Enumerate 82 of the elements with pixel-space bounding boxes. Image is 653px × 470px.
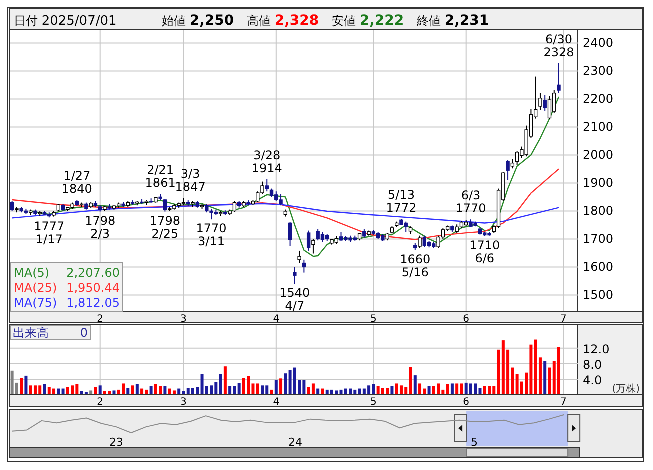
bar <box>20 378 24 395</box>
bar <box>284 374 288 395</box>
text: MA(5) 2,207.60 <box>14 266 120 280</box>
bar <box>126 388 130 395</box>
x-tick-label: 2 <box>97 314 104 325</box>
x-tick-label: 7 <box>560 314 567 325</box>
x-tick-label: 3 <box>180 397 187 408</box>
bar <box>548 368 552 395</box>
y-tick-label: 2200 <box>583 92 614 106</box>
bar <box>94 387 98 395</box>
bar <box>446 384 450 395</box>
x-tick-label: 4 <box>273 397 280 408</box>
y-tick-label: 2100 <box>583 120 614 134</box>
bar <box>164 386 167 395</box>
x-tick-label: 2 <box>97 397 104 408</box>
x-tick-label: 6 <box>463 314 470 325</box>
bar <box>224 366 227 395</box>
bar <box>418 384 422 395</box>
bar <box>219 374 222 395</box>
annotation: 2/21 1861 <box>145 163 176 190</box>
x-tick-label: 7 <box>560 397 567 408</box>
bar <box>414 376 417 395</box>
annotation: 5/13 1772 <box>386 188 417 216</box>
annotation: 0 <box>80 326 88 340</box>
y-tick-label: 4.0 <box>583 373 602 388</box>
x-tick-label: 5 <box>370 314 377 325</box>
text: 安値 2,222 <box>332 13 404 29</box>
annotation: 3/28 1914 <box>252 148 282 176</box>
x-tick-label: 4 <box>273 314 280 325</box>
annotation: 1660 5/16 <box>400 252 431 280</box>
bar <box>24 376 28 395</box>
chart-title: 出来高 <box>13 326 49 340</box>
bar <box>450 384 454 395</box>
y-tick-label: 2400 <box>583 36 614 50</box>
x-tick-label: 6 <box>463 397 470 408</box>
annotation: 1798 2/3 <box>85 214 116 241</box>
bar <box>131 386 134 395</box>
bar <box>280 378 283 395</box>
text: 始値 2,250 <box>162 13 234 29</box>
bar <box>274 380 278 395</box>
bar <box>150 386 153 395</box>
annotation: 6/30 2328 <box>544 32 574 60</box>
x-tick-label: 5 <box>471 436 478 449</box>
bar <box>456 384 459 395</box>
annotation: 1710 6/6 <box>470 238 500 266</box>
bar <box>312 384 315 395</box>
x-tick-label: 23 <box>109 436 124 449</box>
text: MA(75) 1,812.05 <box>14 296 120 310</box>
y-tick-label: 1700 <box>583 232 614 246</box>
bar <box>228 386 232 395</box>
annotation: 1777 1/17 <box>34 220 65 247</box>
annotation: 3/3 1847 <box>175 167 206 194</box>
y-tick-label: 12.0 <box>583 342 610 356</box>
y-tick-label: 2000 <box>583 148 614 162</box>
bar <box>256 384 260 395</box>
y-tick-label: 2300 <box>583 64 614 78</box>
bar <box>136 384 139 395</box>
text: 高値 2,328 <box>247 13 320 29</box>
bar <box>98 386 102 395</box>
text: MA(25) 1,950.44 <box>14 281 120 295</box>
bar <box>409 367 412 395</box>
x-tick-label: 24 <box>288 436 302 449</box>
y-tick-label: 1500 <box>583 288 614 302</box>
annotation: 6/3 1770 <box>456 188 486 216</box>
bar <box>238 383 241 395</box>
text: 日付 2025/07/01 <box>14 14 117 29</box>
y-axis-title: (万株) <box>612 383 640 395</box>
y-tick-label: 8.0 <box>583 358 602 372</box>
bar <box>43 384 46 395</box>
annotation: 1770 3/11 <box>196 222 227 249</box>
y-tick-label: 1900 <box>583 176 614 190</box>
annotation: 1540 4/7 <box>280 286 310 313</box>
y-tick-label: 1600 <box>583 260 614 274</box>
y-tick-label: 1800 <box>583 204 614 218</box>
x-tick-label: 5 <box>370 397 377 408</box>
text: 終値 2,231 <box>416 13 490 29</box>
x-tick-label: 3 <box>180 314 187 325</box>
bar <box>544 361 547 395</box>
bar <box>390 386 394 395</box>
bar <box>428 386 431 395</box>
annotation: 1/27 1840 <box>62 169 92 196</box>
annotation: 1798 2/25 <box>150 214 180 241</box>
